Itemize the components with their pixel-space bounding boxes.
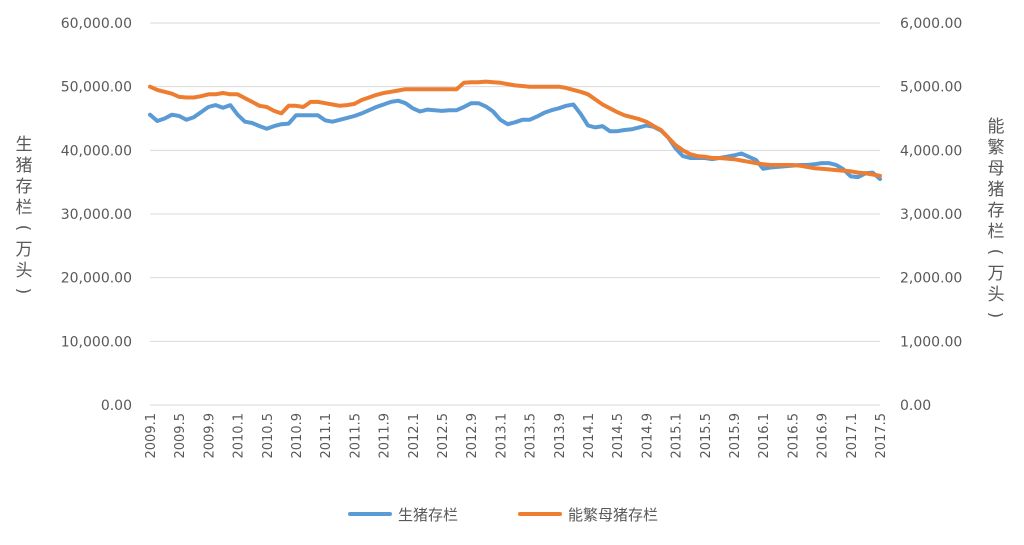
y-right-tick-label: 4,000.00 [900, 143, 962, 159]
x-tick-label: 2012.9 [465, 413, 480, 459]
axis-title-char: ) [985, 312, 1005, 319]
y-left-tick-label: 30,000.00 [61, 207, 132, 223]
x-tick-label: 2014.9 [640, 413, 655, 459]
axis-title-char: 存 [988, 201, 1005, 221]
y-right-tick-label: 1,000.00 [900, 334, 962, 350]
x-tick-label: 2012.5 [436, 413, 451, 459]
axis-title-char: 存 [16, 177, 33, 197]
x-tick-label: 2015.5 [699, 413, 714, 459]
axis-title-char: 头 [16, 261, 33, 281]
x-tick-label: 2009.1 [144, 413, 159, 459]
legend: 生猪存栏 能繁母猪存栏 [348, 506, 658, 524]
axis-title-char: 万 [16, 240, 33, 260]
axis-title-char: 能 [988, 117, 1005, 137]
axis-title-char: 栏 [988, 222, 1005, 242]
x-tick-label: 2015.1 [670, 413, 685, 459]
axis-title-char: 猪 [988, 180, 1005, 200]
y-left-tick-label: 60,000.00 [61, 16, 132, 32]
y-right-tick-label: 0.00 [900, 398, 931, 414]
axis-title-char: 生 [16, 135, 33, 155]
x-axis-ticks: 2009.1 2009.5 2009.9 2010.1 2010.5 2010.9 2011… [144, 413, 889, 459]
x-tick-label: 2016.1 [757, 413, 772, 459]
x-tick-label: 2014.1 [582, 413, 597, 459]
y-left-tick-label: 40,000.00 [61, 143, 132, 159]
y-left-tick-label: 0.00 [101, 398, 132, 414]
axis-title-char: 母 [988, 159, 1005, 179]
y-right-tick-label: 6,000.00 [900, 16, 962, 32]
x-tick-label: 2009.9 [202, 413, 217, 459]
gridlines [150, 22, 880, 406]
x-tick-label: 2016.5 [786, 413, 801, 459]
axis-title-char: ) [13, 288, 33, 295]
x-tick-label: 2017.5 [874, 413, 889, 459]
x-tick-label: 2010.1 [232, 413, 247, 459]
series-lines [148, 79, 882, 181]
y-left-tick-label: 20,000.00 [61, 271, 132, 287]
x-tick-label: 2013.9 [553, 413, 568, 459]
y-right-tick-label: 2,000.00 [900, 271, 962, 287]
y-axis-right-ticks: 0.00 1,000.00 2,000.00 3,000.00 4,000.00 5,00… [900, 16, 962, 414]
y-left-tick-label: 10,000.00 [61, 334, 132, 350]
x-tick-label: 2013.1 [494, 413, 509, 459]
series-line-live-pigs [148, 98, 882, 181]
axis-title-char: 猪 [16, 156, 33, 176]
series-line-breeding-sows [148, 79, 882, 178]
x-tick-label: 2016.9 [816, 413, 831, 459]
axis-title-char: 繁 [988, 138, 1005, 158]
y-right-tick-label: 5,000.00 [900, 80, 962, 96]
axis-title-char: 头 [988, 285, 1005, 305]
y-left-tick-label: 50,000.00 [61, 80, 132, 96]
x-tick-label: 2013.5 [524, 413, 539, 459]
x-tick-label: 2011.5 [348, 413, 363, 459]
axis-title-char: 栏 [16, 198, 33, 218]
legend-label: 生猪存栏 [398, 506, 458, 524]
x-tick-label: 2009.5 [173, 413, 188, 459]
y-left-axis-title: 生猪存栏 ( 万头) [13, 135, 33, 294]
x-tick-label: 2014.5 [611, 413, 626, 459]
axis-titles: 生猪存栏(万头)能繁母猪存栏(万头) [13, 117, 1005, 318]
y-axis-left-ticks: 0.00 10,000.00 20,000.00 30,000.00 40,000.00… [61, 16, 132, 414]
x-tick-label: 2011.9 [378, 413, 393, 459]
x-tick-label: 2010.9 [290, 413, 305, 459]
axis-title-char: 万 [988, 264, 1005, 284]
x-tick-label: 2017.1 [845, 413, 860, 459]
x-tick-label: 2012.1 [407, 413, 422, 459]
x-tick-label: 2011.1 [319, 413, 334, 459]
axis-title-char: ( [985, 249, 1005, 256]
x-tick-label: 2015.9 [728, 413, 743, 459]
y-right-tick-label: 3,000.00 [900, 207, 962, 223]
x-tick-label: 2010.5 [261, 413, 276, 459]
y-right-axis-title: 能繁母猪存栏 ( 万头) [985, 117, 1005, 318]
legend-label: 能繁母猪存栏 [568, 506, 658, 524]
axis-title-char: ( [13, 225, 33, 232]
